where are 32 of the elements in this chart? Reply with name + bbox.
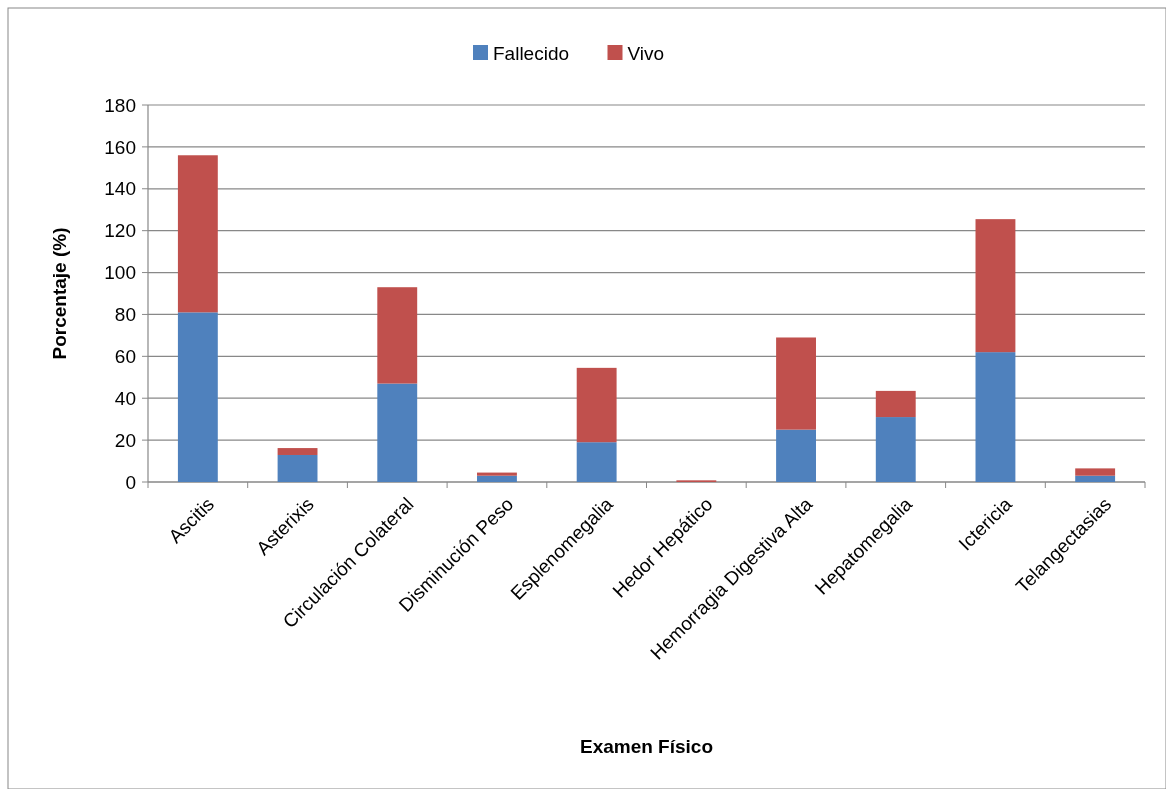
- y-tick-label: 60: [114, 345, 136, 367]
- bar: [1075, 475, 1116, 482]
- y-tick-label: 20: [114, 429, 136, 451]
- bar: [875, 417, 916, 482]
- bar: [377, 287, 418, 384]
- bar: [576, 367, 617, 443]
- y-tick-label: 40: [114, 387, 136, 409]
- y-tick-label: 80: [114, 304, 136, 326]
- bar: [277, 448, 318, 455]
- bar: [975, 352, 1016, 482]
- bar: [975, 219, 1016, 353]
- bar: [177, 155, 218, 313]
- y-tick-label: 180: [104, 94, 136, 116]
- y-tick-label: 120: [104, 220, 136, 242]
- bar: [875, 390, 916, 418]
- y-tick-label: 0: [125, 471, 136, 493]
- bar: [277, 454, 318, 482]
- bar: [477, 472, 517, 476]
- y-tick-label: 160: [104, 136, 136, 158]
- bar: [477, 475, 517, 482]
- legend-label: Fallecido: [493, 42, 570, 64]
- bar: [1075, 468, 1116, 476]
- y-tick-label: 100: [104, 262, 136, 284]
- y-axis-title: Porcentaje (%): [49, 227, 70, 360]
- bar: [177, 312, 218, 482]
- bar: [576, 442, 617, 482]
- y-tick-label: 140: [104, 178, 136, 200]
- bar: [377, 383, 418, 482]
- bar: [776, 429, 816, 482]
- legend-label: Vivo: [627, 42, 665, 64]
- x-axis-title: Examen Físico: [579, 736, 714, 757]
- bar: [776, 337, 816, 430]
